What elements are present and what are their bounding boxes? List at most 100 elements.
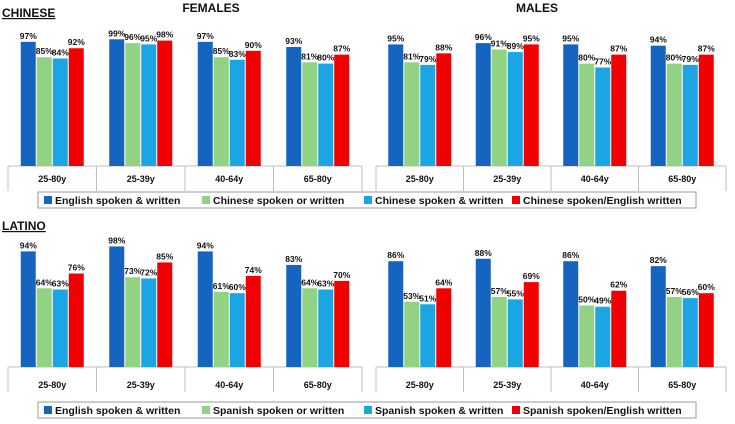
chinese-legend-swatch-chinese-spoken-or-written — [202, 196, 210, 204]
latino-males-bar-spanish-spoken-english-written-65-80y — [698, 293, 714, 367]
latino-females-value-label: 64% — [36, 277, 53, 287]
latino-females-bar-spanish-spoken-english-written-25-39y — [157, 262, 173, 367]
chinese-females-bar-english-spoken-written-65-80y — [286, 46, 302, 166]
chinese-males-bar-chinese-spoken-written-40-64y — [595, 67, 611, 166]
latino-males-value-label: 60% — [698, 282, 715, 292]
group-title-males: MALES — [516, 1, 558, 15]
latino-males-value-label: 55% — [507, 288, 524, 298]
latino-males-value-label: 57% — [666, 286, 683, 296]
latino-females-value-label: 83% — [285, 254, 302, 264]
bars — [20, 39, 714, 367]
latino-females-bar-spanish-spoken-written-25-80y — [52, 289, 68, 367]
latino-males-bar-spanish-spoken-english-written-25-80y — [436, 288, 452, 367]
latino-males-value-label: 86% — [387, 250, 404, 260]
chinese-males-bar-chinese-spoken-english-written-40-64y — [611, 54, 627, 166]
latino-females-bar-spanish-spoken-or-written-25-80y — [36, 288, 52, 367]
chinese-females-value-label: 81% — [301, 51, 318, 61]
latino-females-category-label: 25-80y — [38, 380, 66, 390]
chinese-males-value-label: 96% — [475, 32, 492, 42]
latino-legend-label: Spanish spoken/English written — [523, 405, 682, 417]
section-title-chinese: CHINESE — [2, 6, 55, 20]
latino-females-bar-spanish-spoken-or-written-40-64y — [213, 291, 229, 367]
chinese-males-bar-chinese-spoken-or-written-40-64y — [579, 63, 595, 166]
chinese-legend-label: Chinese spoken & written — [375, 195, 503, 207]
chinese-females-value-label: 97% — [20, 31, 37, 41]
chinese-males-value-label: 79% — [682, 54, 699, 64]
chinese-males-bar-chinese-spoken-written-65-80y — [682, 64, 698, 166]
latino-males-value-label: 57% — [491, 286, 508, 296]
chinese-females-bar-chinese-spoken-written-25-39y — [141, 44, 157, 166]
latino-males-bar-english-spoken-written-40-64y — [563, 261, 579, 367]
chinese-females-bar-chinese-spoken-or-written-25-80y — [36, 57, 52, 167]
chinese-males-value-label: 79% — [419, 54, 436, 64]
latino-females-value-label: 94% — [20, 240, 37, 250]
chinese-females-bar-english-spoken-written-25-39y — [109, 39, 125, 166]
chinese-females-value-label: 80% — [317, 53, 334, 63]
chinese-males-bar-chinese-spoken-written-25-80y — [420, 64, 436, 166]
chinese-males-value-label: 88% — [435, 42, 452, 52]
chinese-females-bar-chinese-spoken-written-40-64y — [229, 59, 245, 167]
chinese-males-bar-chinese-spoken-english-written-25-80y — [436, 53, 452, 166]
chinese-males-value-label: 95% — [562, 33, 579, 43]
latino-females-bar-spanish-spoken-english-written-25-80y — [68, 273, 84, 367]
latino-legend-label: Spanish spoken or written — [213, 405, 344, 417]
chinese-males-value-label: 77% — [594, 56, 611, 66]
chinese-females-bar-chinese-spoken-written-25-80y — [52, 58, 68, 167]
latino-legend-label: English spoken & written — [55, 405, 180, 417]
latino-males-bar-spanish-spoken-or-written-25-80y — [404, 301, 420, 367]
latino-males-value-label: 88% — [475, 248, 492, 258]
chinese-males-bar-english-spoken-written-25-39y — [475, 43, 491, 167]
latino-males-bar-english-spoken-written-65-80y — [650, 266, 666, 367]
latino-females-bar-spanish-spoken-written-40-64y — [229, 293, 245, 367]
latino-males-bar-english-spoken-written-25-39y — [475, 258, 491, 367]
latino-legend-swatch-spanish-spoken-or-written — [202, 406, 210, 414]
latino-females-value-label: 73% — [124, 266, 141, 276]
chinese-males-value-label: 95% — [523, 33, 540, 43]
latino-males-category-label: 40-64y — [581, 380, 609, 390]
latino-males-value-label: 56% — [682, 287, 699, 297]
chinese-males-category-label: 25-80y — [406, 174, 434, 184]
latino-females-value-label: 72% — [140, 267, 157, 277]
latino-females-bar-spanish-spoken-english-written-40-64y — [245, 275, 261, 367]
latino-males-value-label: 64% — [435, 277, 452, 287]
latino-males-category-label: 65-80y — [668, 380, 696, 390]
latino-females-bar-spanish-spoken-written-65-80y — [318, 289, 334, 367]
latino-females-bar-english-spoken-written-40-64y — [197, 251, 213, 367]
chinese-males-value-label: 91% — [491, 39, 508, 49]
chinese-males-value-label: 89% — [507, 41, 524, 51]
latino-females-value-label: 60% — [229, 282, 246, 292]
chinese-legend-swatch-chinese-spoken-written — [364, 196, 372, 204]
latino-females-bar-english-spoken-written-65-80y — [286, 264, 302, 367]
group-title-females: FEMALES — [182, 1, 239, 15]
latino-males-bar-spanish-spoken-english-written-25-39y — [523, 282, 539, 367]
chinese-males-bar-chinese-spoken-written-25-39y — [507, 52, 523, 166]
chinese-females-bar-chinese-spoken-or-written-65-80y — [302, 62, 318, 166]
chinese-legend-swatch-chinese-spoken-english-written — [512, 196, 520, 204]
chinese-females-value-label: 84% — [52, 47, 69, 57]
chinese-males-bar-chinese-spoken-english-written-25-39y — [523, 44, 539, 166]
chinese-females-bar-chinese-spoken-english-written-65-80y — [334, 54, 350, 166]
chinese-males-bar-english-spoken-written-25-80y — [388, 44, 404, 166]
latino-females-value-label: 64% — [301, 277, 318, 287]
latino-males-value-label: 49% — [594, 296, 611, 306]
chinese-males-value-label: 94% — [650, 35, 667, 45]
chinese-females-bar-chinese-spoken-or-written-40-64y — [213, 57, 229, 167]
latino-females-value-label: 70% — [333, 270, 350, 280]
latino-females-category-label: 40-64y — [215, 380, 243, 390]
latino-males-category-label: 25-80y — [406, 380, 434, 390]
latino-males-value-label: 69% — [523, 271, 540, 281]
chinese-females-value-label: 97% — [197, 31, 214, 41]
latino-males-bar-spanish-spoken-written-65-80y — [682, 298, 698, 367]
chinese-females-category-label: 25-80y — [38, 174, 66, 184]
latino-males-value-label: 51% — [419, 293, 436, 303]
latino-females-value-label: 63% — [317, 279, 334, 289]
latino-males-bar-spanish-spoken-or-written-65-80y — [666, 296, 682, 367]
chinese-males-bar-english-spoken-written-65-80y — [650, 45, 666, 166]
latino-females-value-label: 63% — [52, 279, 69, 289]
latino-females-category-label: 65-80y — [304, 380, 332, 390]
section-title-latino: LATINO — [2, 219, 46, 233]
latino-males-value-label: 53% — [403, 291, 420, 301]
chinese-females-value-label: 95% — [140, 33, 157, 43]
labels: 97%85%84%92%25-80y99%96%95%98%25-39y97%8… — [2, 1, 715, 390]
